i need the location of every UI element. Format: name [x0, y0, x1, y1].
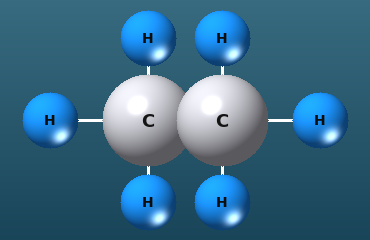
Text: H: H: [44, 114, 56, 128]
Text: C: C: [215, 113, 229, 131]
Text: H: H: [142, 196, 154, 210]
Text: H: H: [216, 196, 228, 210]
Text: H: H: [314, 114, 326, 128]
Text: H: H: [142, 32, 154, 46]
Text: H: H: [216, 32, 228, 46]
Text: C: C: [141, 113, 155, 131]
